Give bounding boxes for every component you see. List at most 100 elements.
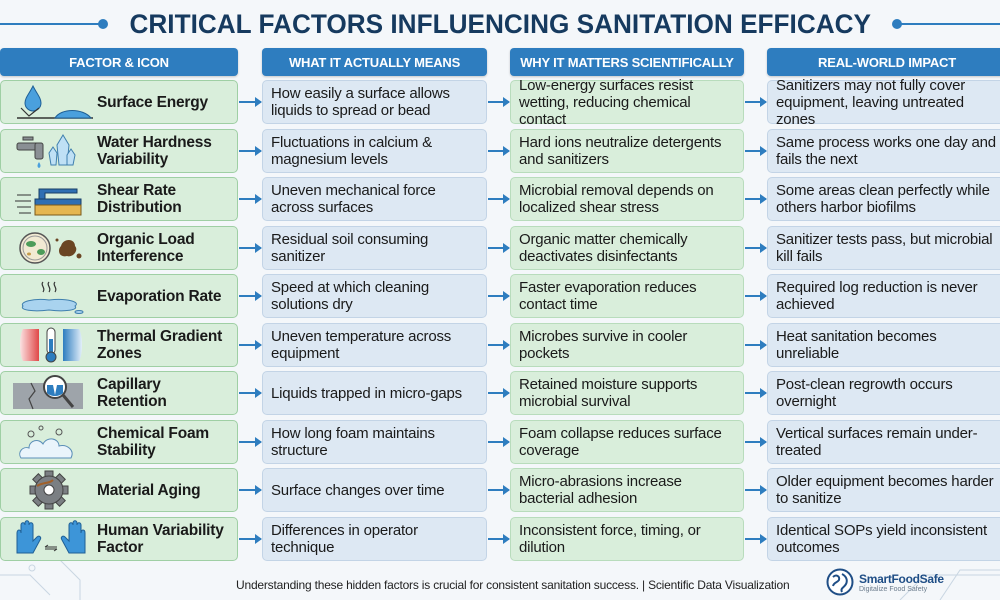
- impact-cell: Heat sanitation becomes unreliable: [767, 322, 1000, 367]
- impact-cell: Sanitizers may not fully cover equipment…: [767, 77, 1000, 128]
- arrow-connector: [745, 436, 767, 447]
- factor-label: Capillary Retention: [97, 376, 167, 410]
- factor-label: Chemical Foam Stability: [97, 424, 209, 459]
- means-cell: Fluctuations in calcium & magnesium leve…: [262, 128, 487, 173]
- table-row: Thermal Gradient Zones Uneven temperatur…: [0, 322, 1000, 367]
- means-cell: Uneven temperature across equipment: [262, 322, 487, 367]
- header-factor: FACTOR & ICON: [0, 48, 238, 76]
- page-title: CRITICAL FACTORS INFLUENCING SANITATION …: [129, 8, 871, 39]
- impact-cell: Vertical surfaces remain under-treated: [767, 419, 1000, 464]
- factor-cell: Material Aging: [0, 468, 238, 512]
- arrow-connector: [745, 291, 767, 301]
- arrow-connector: [488, 242, 510, 253]
- why-cell: Retained moisture supports microbial sur…: [510, 371, 744, 415]
- brand-logo: SmartFoodSafe Digitalize Food Safety: [826, 568, 944, 596]
- why-cell: Hard ions neutralize detergents and sani…: [510, 128, 744, 173]
- table-row: Human Variability Factor Differences in …: [0, 516, 1000, 561]
- table-row: Surface Energy How easily a surface allo…: [0, 77, 1000, 128]
- arrow-connector: [488, 533, 510, 544]
- factor-label: Shear Rate Distribution: [97, 182, 182, 216]
- arrow-connector: [488, 485, 510, 495]
- factor-label: Evaporation Rate: [97, 287, 222, 305]
- impact-cell: Some areas clean perfectly while others …: [767, 177, 1000, 221]
- factor-label: Water Hardness Variability: [97, 133, 212, 168]
- arrow-connector: [745, 97, 767, 107]
- arrow-connector: [745, 194, 767, 204]
- magnifier-crack-icon: [9, 373, 93, 413]
- arrow-connector: [239, 436, 262, 447]
- footer: Understanding these hidden factors is cr…: [0, 568, 1000, 596]
- factor-cell: Shear Rate Distribution: [0, 177, 238, 221]
- arrow-connector: [745, 339, 767, 350]
- gloved-hands-icon: [9, 519, 93, 559]
- table-row: Shear Rate Distribution Uneven mechanica…: [0, 177, 1000, 221]
- arrow-connector: [239, 339, 262, 350]
- table-row: Capillary Retention Liquids trapped in m…: [0, 371, 1000, 415]
- globe-icon: [826, 568, 854, 596]
- arrow-connector: [745, 145, 767, 156]
- arrow-connector: [239, 388, 262, 398]
- factor-label: Surface Energy: [97, 93, 208, 111]
- factor-cell: Chemical Foam Stability: [0, 419, 238, 464]
- why-cell: Foam collapse reduces surface coverage: [510, 419, 744, 464]
- factor-cell: Organic Load Interference: [0, 225, 238, 270]
- impact-cell: Older equipment becomes harder to saniti…: [767, 468, 1000, 512]
- why-cell: Microbes survive in cooler pockets: [510, 322, 744, 367]
- why-cell: Faster evaporation reduces contact time: [510, 274, 744, 318]
- title-rule-right: [892, 19, 1000, 29]
- impact-cell: Required log reduction is never achieved: [767, 274, 1000, 318]
- impact-cell: Sanitizer tests pass, but microbial kill…: [767, 225, 1000, 270]
- brand-name: SmartFoodSafe: [859, 571, 944, 586]
- means-cell: How long foam maintains structure: [262, 419, 487, 464]
- means-cell: Liquids trapped in micro-gaps: [262, 371, 487, 415]
- rusty-gear-icon: [9, 470, 93, 510]
- means-cell: Surface changes over time: [262, 468, 487, 512]
- impact-cell: Post-clean regrowth occurs overnight: [767, 371, 1000, 415]
- means-cell: Differences in operator technique: [262, 516, 487, 561]
- arrow-connector: [488, 339, 510, 350]
- water-droplet-surface-icon: [9, 82, 93, 122]
- arrow-connector: [488, 436, 510, 447]
- factor-label: Thermal Gradient Zones: [97, 327, 223, 362]
- arrow-connector: [745, 485, 767, 495]
- scrub-brush-icon: [9, 179, 93, 219]
- foam-bubbles-icon: [9, 422, 93, 462]
- why-cell: Low-energy surfaces resist wetting, redu…: [510, 77, 744, 128]
- arrow-connector: [488, 388, 510, 398]
- faucet-crystal-icon: [9, 131, 93, 171]
- means-cell: Uneven mechanical force across surfaces: [262, 177, 487, 221]
- evaporating-puddle-icon: [9, 276, 93, 316]
- header-means: WHAT IT ACTUALLY MEANS: [262, 48, 487, 76]
- arrow-connector: [239, 97, 262, 107]
- means-cell: How easily a surface allows liquids to s…: [262, 80, 487, 124]
- arrow-connector: [745, 533, 767, 544]
- arrow-connector: [239, 194, 262, 204]
- factor-cell: Evaporation Rate: [0, 274, 238, 318]
- factor-label: Organic Load Interference: [97, 230, 195, 265]
- arrow-connector: [488, 97, 510, 107]
- title-rule-left: [0, 19, 108, 29]
- factor-cell: Water Hardness Variability: [0, 128, 238, 173]
- title-banner: CRITICAL FACTORS INFLUENCING SANITATION …: [0, 4, 1000, 44]
- why-cell: Organic matter chemically deactivates di…: [510, 225, 744, 270]
- arrow-connector: [239, 242, 262, 253]
- factor-cell: Human Variability Factor: [0, 516, 238, 561]
- arrow-connector: [239, 145, 262, 156]
- arrow-connector: [745, 242, 767, 253]
- factor-label: Material Aging: [97, 481, 201, 499]
- table-row: Water Hardness Variability Fluctuations …: [0, 128, 1000, 173]
- table-row: Evaporation Rate Speed at which cleaning…: [0, 274, 1000, 318]
- impact-cell: Identical SOPs yield inconsistent outcom…: [767, 516, 1000, 561]
- factor-label: Human Variability Factor: [97, 521, 224, 556]
- factor-cell: Thermal Gradient Zones: [0, 322, 238, 367]
- arrow-connector: [239, 533, 262, 544]
- thermometer-gradient-icon: [9, 325, 93, 365]
- arrow-connector: [239, 485, 262, 495]
- why-cell: Inconsistent force, timing, or dilution: [510, 516, 744, 561]
- arrow-connector: [745, 388, 767, 398]
- arrow-connector: [239, 291, 262, 301]
- footer-caption: Understanding these hidden factors is cr…: [236, 578, 790, 592]
- factor-cell: Surface Energy: [0, 80, 238, 124]
- impact-cell: Same process works one day and fails the…: [767, 128, 1000, 173]
- arrow-connector: [488, 291, 510, 301]
